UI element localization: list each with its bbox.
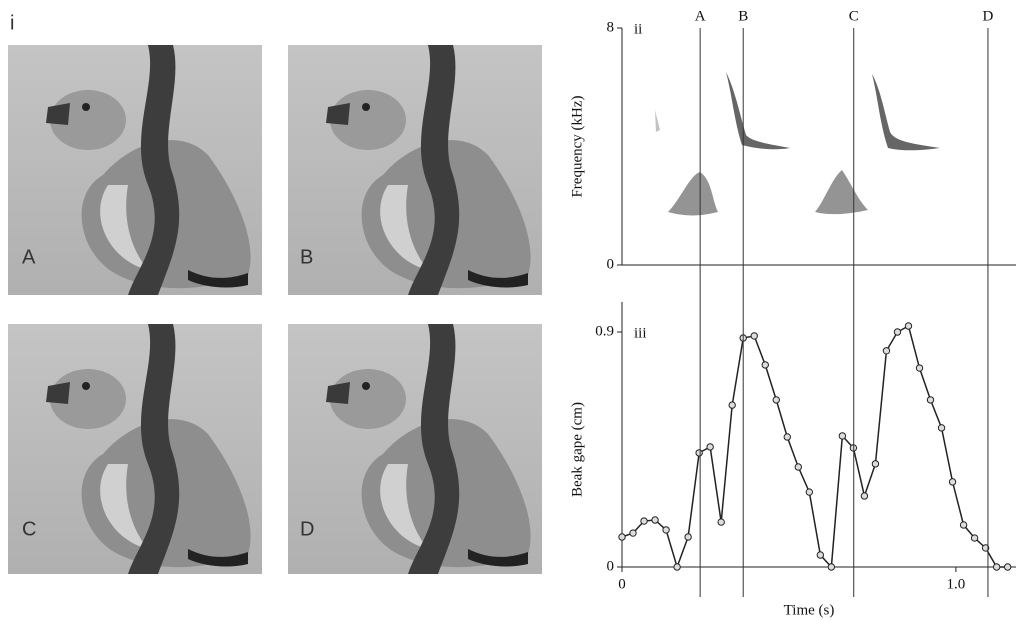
point — [762, 362, 768, 368]
point — [707, 444, 713, 450]
point — [993, 564, 999, 570]
panel-label: ii — [634, 21, 642, 37]
point — [630, 530, 636, 536]
figure: i A B C D ii 0 8 Frequency (kHz) iii 0 0.9 Beak… — [0, 0, 1016, 622]
x-axis-label: Time (s) — [784, 602, 835, 618]
point — [652, 517, 658, 523]
point — [1004, 564, 1010, 570]
spectrogram-image — [655, 72, 940, 215]
point — [905, 323, 911, 329]
event-label: A — [695, 8, 706, 24]
event-label: D — [983, 8, 994, 24]
point — [795, 464, 801, 470]
photo-label: B — [300, 246, 313, 268]
point — [729, 402, 735, 408]
point — [718, 519, 724, 525]
event-label: B — [738, 8, 748, 24]
photo — [8, 324, 262, 574]
point — [773, 397, 779, 403]
point — [674, 564, 680, 570]
photo-label: C — [22, 518, 36, 540]
y-tick-label: 8 — [607, 19, 615, 35]
point — [960, 522, 966, 528]
point — [839, 433, 845, 439]
point — [828, 564, 834, 570]
y-tick-label: 0.9 — [595, 323, 614, 339]
point — [883, 348, 889, 354]
panel-label: iii — [634, 325, 647, 341]
point — [751, 333, 757, 339]
y-axis-label: Beak gape (cm) — [569, 402, 585, 497]
point — [949, 479, 955, 485]
point — [619, 534, 625, 540]
point — [916, 365, 922, 371]
x-tick-label: 1.0 — [947, 576, 966, 592]
point — [806, 489, 812, 495]
point — [861, 493, 867, 499]
photo-label: A — [22, 246, 36, 268]
point — [927, 397, 933, 403]
point — [641, 518, 647, 524]
point — [663, 527, 669, 533]
point — [872, 461, 878, 467]
photo — [288, 45, 542, 295]
line — [622, 326, 1008, 567]
point — [817, 552, 823, 558]
point — [894, 329, 900, 335]
point — [784, 434, 790, 440]
y-tick-label: 0 — [607, 558, 615, 574]
point — [938, 425, 944, 431]
y-tick-label: 0 — [607, 256, 615, 272]
point — [696, 450, 702, 456]
event-label: C — [849, 8, 859, 24]
point — [971, 535, 977, 541]
panel-label: i — [10, 12, 14, 34]
x-tick-label: 0 — [618, 576, 626, 592]
photo — [8, 45, 262, 295]
point — [685, 534, 691, 540]
y-axis-label: Frequency (kHz) — [569, 95, 585, 197]
photo — [288, 324, 542, 574]
photo-label: D — [300, 518, 314, 540]
